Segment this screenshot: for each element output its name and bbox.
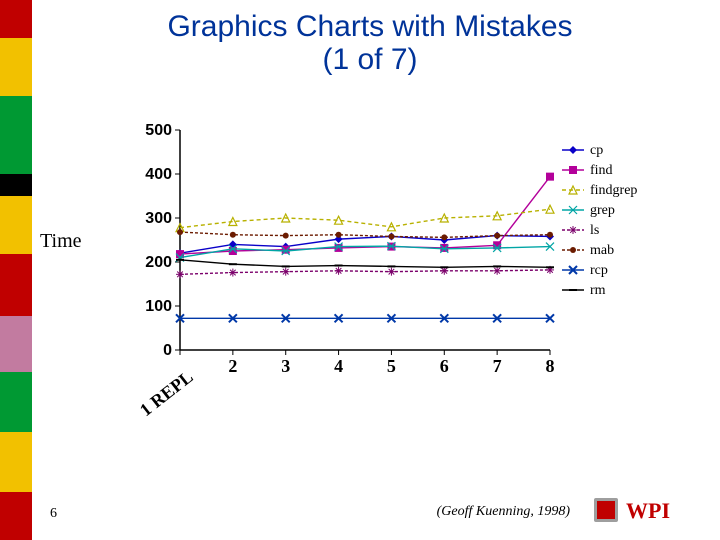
svg-text:cp: cp (590, 143, 603, 158)
y-axis-label: Time (40, 230, 82, 253)
svg-text:1 REPL: 1 REPL (136, 366, 197, 420)
legend-item: mab (562, 243, 614, 258)
sidebar-block (0, 492, 32, 540)
wpi-logo: WPI (592, 492, 702, 528)
svg-text:400: 400 (145, 166, 172, 183)
svg-text:findgrep: findgrep (590, 183, 637, 198)
svg-text:WPI: WPI (626, 498, 670, 523)
sidebar-block (0, 372, 32, 432)
svg-text:5: 5 (387, 356, 396, 376)
sidebar-block (0, 0, 32, 38)
legend-item: cp (562, 143, 603, 158)
svg-text:rcp: rcp (590, 263, 608, 278)
svg-text:300: 300 (145, 210, 172, 227)
sidebar-block (0, 432, 32, 492)
svg-text:rm: rm (590, 283, 606, 298)
svg-text:4: 4 (334, 356, 343, 376)
sidebar-block (0, 316, 32, 372)
svg-text:mab: mab (590, 243, 614, 258)
chart-container: 0 100 200 300 400 500 1 REPL 2 3 4 5 6 7 8 cp find findg… (120, 120, 680, 450)
svg-text:200: 200 (145, 254, 172, 271)
sidebar-block (0, 196, 32, 254)
svg-text:3: 3 (281, 356, 290, 376)
svg-text:500: 500 (145, 122, 172, 139)
legend-item: findgrep (562, 183, 637, 198)
line-chart: 0 100 200 300 400 500 1 REPL 2 3 4 5 6 7 8 cp find findg… (120, 120, 680, 450)
series-findgrep (176, 205, 554, 231)
svg-text:7: 7 (493, 356, 502, 376)
title-line1: Graphics Charts with Mistakes (167, 10, 572, 43)
slide-number: 6 (50, 506, 57, 522)
series-rm (176, 260, 554, 267)
sidebar-block (0, 38, 32, 96)
svg-text:8: 8 (546, 356, 555, 376)
svg-text:100: 100 (145, 298, 172, 315)
legend-item: grep (562, 203, 615, 218)
svg-text:0: 0 (163, 342, 172, 359)
svg-text:find: find (590, 163, 613, 178)
svg-text:6: 6 (440, 356, 449, 376)
legend-item: rcp (562, 263, 608, 278)
title-line2: (1 of 7) (322, 43, 417, 76)
legend-item: rm (562, 283, 606, 298)
legend-item: find (562, 163, 613, 178)
series-rcp (176, 314, 554, 322)
svg-text:grep: grep (590, 203, 615, 218)
sidebar-block (0, 254, 32, 316)
sidebar-block (0, 96, 32, 174)
legend: cp find findgrep grep ls mab rcp rm (562, 143, 637, 298)
slide-title: Graphics Charts with Mistakes (1 of 7) (50, 10, 690, 76)
legend-item: ls (562, 223, 599, 238)
sidebar-block (0, 174, 32, 196)
decorative-sidebar (0, 0, 32, 540)
attribution: (Geoff Kuenning, 1998) (437, 504, 570, 520)
svg-text:ls: ls (590, 223, 599, 238)
svg-text:2: 2 (228, 356, 237, 376)
series-ls (176, 266, 554, 278)
